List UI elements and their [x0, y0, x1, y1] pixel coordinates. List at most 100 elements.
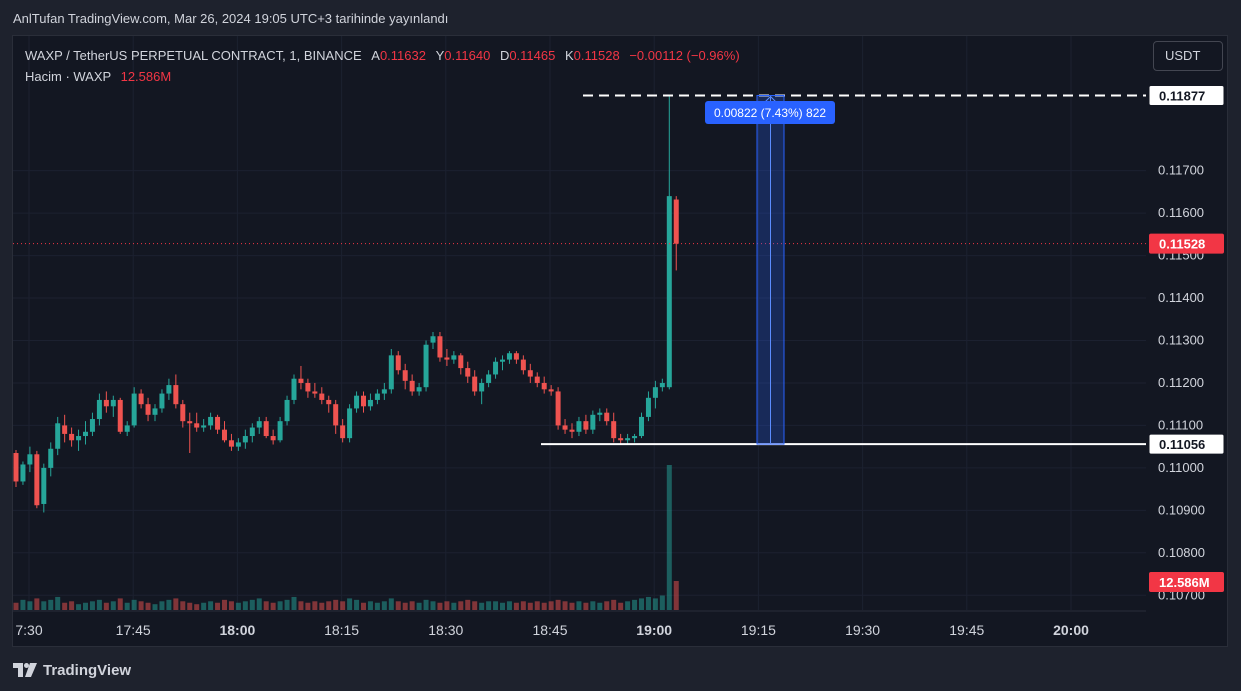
- high-price-badge-bg: [1148, 84, 1225, 106]
- candle-body: [639, 416, 644, 437]
- low-price-badge-bg: [1148, 433, 1225, 455]
- candle-body: [235, 442, 241, 447]
- candle-body: [527, 370, 533, 377]
- volume-bar: [55, 596, 61, 610]
- candle-body: [659, 382, 665, 388]
- low-price-badge: 0.11056: [1159, 437, 1205, 452]
- candle-body: [534, 376, 540, 383]
- candle-body: [520, 359, 526, 371]
- volume-bar: [430, 601, 436, 610]
- footer: TradingView: [13, 658, 131, 682]
- volume-bar: [305, 602, 311, 610]
- chart-legend: WAXP / TetherUS PERPETUAL CONTRACT, 1, B…: [25, 46, 740, 88]
- candle-body: [673, 199, 679, 244]
- candle-body: [416, 387, 422, 392]
- candle-body: [451, 355, 457, 360]
- volume-bar: [541, 602, 547, 610]
- volume-label[interactable]: Hacim · WAXP: [25, 69, 111, 84]
- volume-bar: [451, 602, 457, 610]
- volume-bar: [493, 601, 499, 610]
- volume-bar: [284, 599, 290, 610]
- legend-change: −0.00112 (−0.96%): [629, 48, 740, 63]
- volume-bar: [62, 602, 68, 610]
- footer-brand: TradingView: [43, 661, 132, 679]
- legend-volume-row: Hacim · WAXP 12.586M: [25, 67, 740, 88]
- candle-body: [270, 436, 276, 441]
- candle-body: [83, 431, 88, 437]
- volume-bar: [187, 602, 193, 610]
- candle-body: [96, 399, 102, 420]
- legend-high-value: 0.11640: [444, 48, 491, 63]
- candle-body: [263, 421, 269, 437]
- volume-bar: [534, 601, 540, 610]
- volume-bar: [242, 601, 248, 610]
- volume-bar: [152, 604, 158, 610]
- candle-body: [479, 382, 485, 392]
- candle-body: [277, 421, 283, 441]
- volume-badge-bg: [1149, 572, 1224, 592]
- candle-body: [576, 421, 582, 432]
- candle-body: [409, 380, 415, 392]
- candle-body: [291, 378, 297, 400]
- volume-bar: [194, 604, 200, 610]
- volume-bar: [381, 601, 387, 610]
- y-tick-label: 0.10800: [1158, 545, 1205, 560]
- candle-body: [472, 376, 478, 392]
- candle-body: [430, 336, 436, 343]
- candle-body: [555, 391, 561, 426]
- volume-bar: [590, 601, 596, 610]
- candle-body: [166, 385, 172, 394]
- candlestick-chart[interactable]: 0.00822 (7.43%) 822 0.117000.116000.1150…: [13, 36, 1227, 646]
- candle-body: [597, 412, 603, 415]
- candle-body: [208, 416, 214, 426]
- volume-bar: [576, 601, 582, 610]
- current-price-badge-bg: [1149, 233, 1224, 254]
- volume-bar: [479, 602, 485, 610]
- candle-body: [187, 421, 193, 424]
- volume-bar: [458, 601, 464, 610]
- legend-open-value: 0.11632: [379, 48, 426, 63]
- volume-bar: [500, 602, 505, 610]
- volume-badge: 12.586M: [1159, 575, 1210, 590]
- candle-body: [222, 429, 227, 441]
- currency-button[interactable]: USDT: [1153, 41, 1223, 71]
- volume-bar: [374, 602, 380, 610]
- x-tick-label: 7:30: [15, 622, 42, 638]
- volume-bar: [117, 598, 123, 610]
- volume-bar: [41, 601, 47, 610]
- volume-bar: [472, 601, 478, 610]
- legend-symbol[interactable]: WAXP / TetherUS PERPETUAL CONTRACT, 1, B…: [25, 48, 362, 63]
- drawings: 0.00822 (7.43%) 822: [13, 94, 1146, 446]
- candle-body: [34, 454, 40, 506]
- volume-bar: [555, 599, 561, 610]
- candle-body: [69, 433, 75, 441]
- volume-bar: [513, 602, 519, 610]
- x-tick-label: 17:45: [116, 622, 151, 638]
- volume-bar: [103, 602, 109, 610]
- volume-bar: [423, 599, 429, 610]
- y-tick-label: 0.11700: [1158, 163, 1204, 178]
- candle-body: [618, 438, 624, 441]
- volume-bar: [201, 602, 207, 610]
- x-tick-label: 18:15: [324, 622, 359, 638]
- volume-bar: [27, 601, 33, 610]
- volume-bar: [388, 598, 394, 610]
- x-tick-label: 19:30: [845, 622, 880, 638]
- candle-body: [569, 429, 575, 432]
- candle-body: [583, 421, 589, 430]
- volume-bar: [395, 601, 401, 610]
- chart-pane[interactable]: 0.00822 (7.43%) 822 0.11700 0.11600 0.1150…: [12, 35, 1228, 647]
- candle-body: [228, 440, 234, 447]
- candle-body: [27, 454, 33, 465]
- legend-close-key: K: [564, 48, 574, 63]
- volume-bar: [34, 598, 40, 610]
- candle-body: [180, 404, 186, 422]
- candle-body: [374, 393, 380, 400]
- candle-body: [110, 399, 116, 407]
- volume-bar: [354, 599, 360, 610]
- volume-bar: [89, 601, 95, 610]
- legend-high-key: Y: [435, 48, 445, 63]
- volume-bar: [131, 599, 137, 610]
- candle-body: [652, 387, 658, 398]
- legend-close-value: 0.11528: [573, 48, 620, 63]
